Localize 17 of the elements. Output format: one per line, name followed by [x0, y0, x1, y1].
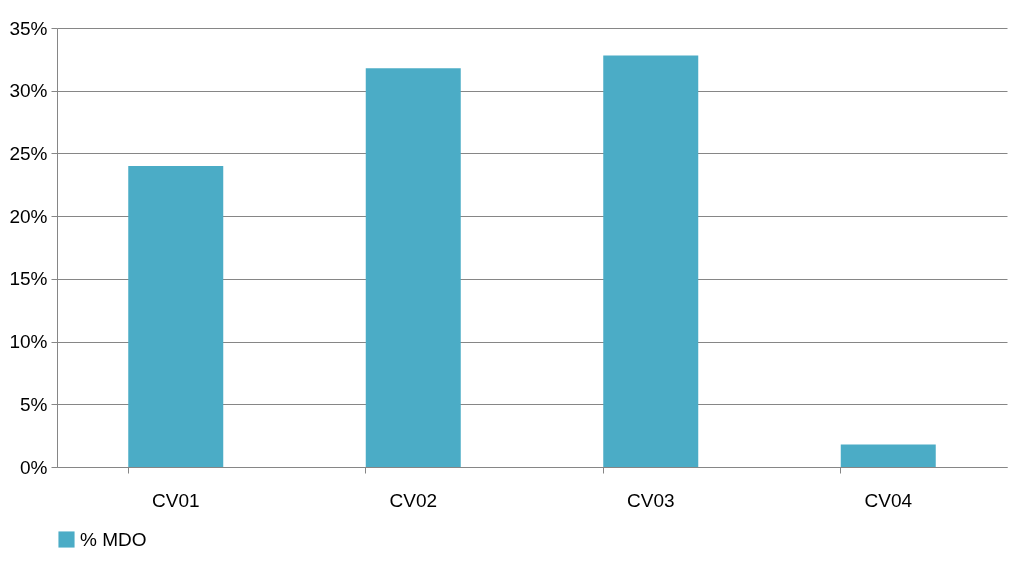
legend-label: % MDO [80, 528, 147, 550]
y-tick-label: 35% [9, 17, 48, 39]
x-tick-label: CV01 [151, 489, 200, 511]
bar [603, 55, 699, 467]
y-tick-label: 20% [9, 205, 48, 227]
y-tick-label: 15% [9, 268, 48, 290]
y-tick-label: 30% [9, 80, 48, 102]
y-tick-label: 10% [9, 331, 48, 353]
bar [840, 444, 936, 467]
x-tick-label: CV03 [626, 489, 675, 511]
y-tick-label: 0% [20, 456, 48, 478]
bar [365, 68, 461, 467]
x-tick-label: CV02 [389, 489, 438, 511]
y-tick-label: 5% [20, 393, 48, 415]
y-tick-label: 25% [9, 142, 48, 164]
x-tick-label: CV04 [864, 489, 913, 511]
bar [128, 165, 224, 467]
